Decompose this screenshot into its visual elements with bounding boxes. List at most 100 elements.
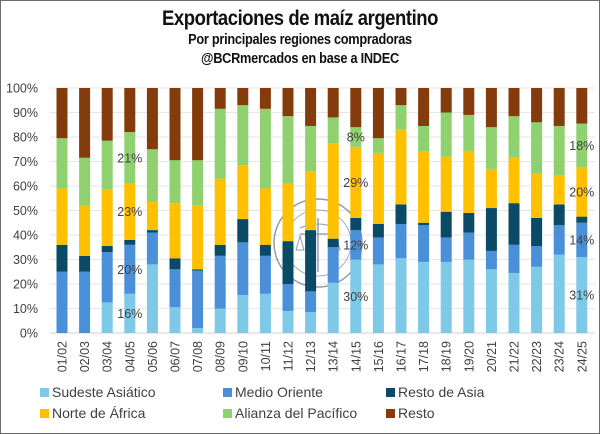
bar-segment-resto-13-14 (327, 88, 339, 118)
data-label: 12% (343, 238, 368, 252)
chart-titles: Exportaciones de maíz argentino Por prin… (0, 6, 600, 69)
data-label: 8% (347, 131, 365, 145)
bar-segment-resto-19-20 (463, 88, 475, 115)
bar-segment-sudeste-asiatico-09-10 (237, 295, 249, 333)
bar-segment-alianza-del-pacifico-10-11 (259, 108, 271, 189)
bar-segment-resto-de-asia-03-04 (101, 246, 113, 253)
y-axis-ticks: 0% 10% 20% 30% 40% 50% 60% 70% 80% 90% 100% (6, 82, 38, 341)
bar-segment-medio-oriente-16-17 (395, 223, 407, 259)
bar-segment-resto-de-asia-22-23 (531, 217, 543, 247)
bar-segment-alianza-del-pacifico-05-06 (146, 149, 158, 202)
bar-segment-medio-oriente-11-12 (282, 284, 294, 311)
bar-segment-alianza-del-pacifico-23-24 (553, 125, 565, 175)
bar-segment-resto-09-10 (237, 88, 249, 106)
x-tick-label: 09/10 (236, 341, 250, 372)
bar-segment-alianza-del-pacifico-22-23 (531, 122, 543, 174)
bar-segment-norte-de-africa-21-22 (508, 157, 520, 204)
x-tick-label: 08/09 (214, 341, 228, 372)
legend-swatch (223, 408, 232, 418)
bar-segment-alianza-del-pacifico-09-10 (237, 105, 249, 166)
bar-segment-resto-17-18 (418, 88, 430, 126)
bar-segment-resto-21-22 (508, 88, 520, 117)
bar-segment-norte-de-africa-07-08 (192, 205, 204, 270)
bar-segment-alianza-del-pacifico-04-05 (124, 132, 136, 184)
bar-segment-medio-oriente-07-08 (192, 270, 204, 329)
bar-segment-medio-oriente-12-13 (305, 291, 317, 313)
bar-segment-alianza-del-pacifico-01-02 (56, 138, 68, 189)
bar-segment-resto-22-23 (531, 88, 543, 123)
bar-segment-resto-06-07 (169, 88, 181, 161)
data-label: 20% (117, 263, 142, 277)
x-tick-label: 10/11 (259, 341, 273, 371)
x-tick-label: 20/21 (485, 341, 499, 372)
x-tick-label: 23/24 (553, 341, 567, 372)
chart-source: @BCRmercados en base a INDEC (201, 51, 399, 67)
bar-segment-resto-15-16 (372, 88, 384, 139)
legend-label: Alianza del Pacífico (235, 405, 358, 421)
bar-segment-resto-05-06 (146, 88, 158, 150)
chart-subtitle: Por principales regiones compradoras (188, 32, 412, 48)
bar-segment-sudeste-asiatico-04-05 (124, 293, 136, 333)
gridlines (50, 87, 595, 334)
bar-segment-norte-de-africa-16-17 (395, 129, 407, 205)
x-tick-label: 07/08 (191, 341, 205, 372)
bar-segment-alianza-del-pacifico-06-07 (169, 160, 181, 204)
bar-segment-resto-11-12 (282, 88, 294, 117)
bar-segment-resto-01-02 (56, 88, 68, 139)
bar-segment-norte-de-africa-18-19 (440, 156, 452, 212)
legend-swatch (386, 408, 395, 418)
bar-segment-sudeste-asiatico-14-15 (350, 259, 362, 333)
bar-segment-resto-de-asia-12-13 (305, 230, 317, 292)
bar-segment-sudeste-asiatico-06-07 (169, 307, 181, 333)
bar-segment-resto-de-asia-14-15 (350, 217, 362, 231)
legend-item-resto: Resto (386, 405, 435, 421)
x-tick-label: 24/25 (575, 341, 589, 372)
bar-segment-medio-oriente-08-09 (214, 255, 226, 309)
bar-segment-medio-oriente-02-03 (79, 271, 91, 333)
data-label: 31% (569, 289, 594, 303)
bar-segment-resto-02-03 (79, 88, 91, 158)
legend-item-sudeste-asiatico: Sudeste Asiático (40, 384, 156, 400)
bar-segment-resto-de-asia-21-22 (508, 203, 520, 245)
bar-segment-medio-oriente-04-05 (124, 244, 136, 294)
bar-segment-resto-de-asia-01-02 (56, 244, 68, 272)
y-tick-label: 10% (13, 302, 38, 316)
bar-segment-medio-oriente-14-15 (350, 230, 362, 260)
bar-segment-sudeste-asiatico-16-17 (395, 258, 407, 333)
bar-segment-norte-de-africa-03-04 (101, 189, 113, 247)
y-tick-label: 100% (6, 82, 38, 96)
bar-segment-medio-oriente-06-07 (169, 269, 181, 308)
bar-segment-norte-de-africa-13-14 (327, 143, 339, 239)
bar-segment-norte-de-africa-11-12 (282, 183, 294, 242)
x-tick-label: 22/23 (530, 341, 544, 372)
bar-segment-norte-de-africa-20-21 (485, 168, 497, 209)
bars (56, 88, 588, 333)
bar-segment-norte-de-africa-14-15 (350, 146, 362, 218)
x-tick-label: 05/06 (146, 341, 160, 372)
bar-segment-norte-de-africa-22-23 (531, 173, 543, 218)
bar-segment-norte-de-africa-06-07 (169, 203, 181, 259)
bar-segment-resto-de-asia-18-19 (440, 211, 452, 238)
bar-segment-resto-18-19 (440, 88, 452, 113)
bar-segment-medio-oriente-24-25 (576, 222, 588, 258)
legend-swatch (40, 408, 49, 418)
bar-segment-resto-de-asia-19-20 (463, 212, 475, 233)
y-tick-label: 0% (20, 327, 38, 341)
y-tick-label: 50% (13, 204, 38, 218)
x-tick-label: 03/04 (101, 341, 115, 372)
bar-segment-sudeste-asiatico-18-19 (440, 261, 452, 333)
legend-label: Norte de África (52, 405, 146, 421)
data-label: 16% (117, 307, 142, 321)
data-label: 29% (343, 176, 368, 190)
bar-segment-resto-de-asia-07-08 (192, 269, 204, 271)
x-tick-label: 02/03 (78, 341, 92, 372)
x-tick-label: 14/15 (349, 341, 363, 372)
bar-segment-norte-de-africa-24-25 (576, 167, 588, 217)
bar-segment-medio-oriente-22-23 (531, 246, 543, 267)
bar-segment-resto-14-15 (350, 88, 362, 128)
data-label: 14% (569, 233, 594, 247)
bar-segment-alianza-del-pacifico-12-13 (305, 125, 317, 172)
bar-segment-medio-oriente-09-10 (237, 242, 249, 296)
bar-segment-resto-03-04 (101, 88, 113, 141)
